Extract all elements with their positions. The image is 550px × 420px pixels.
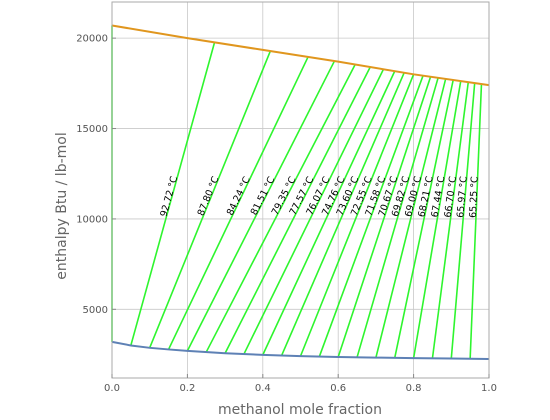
x-tick-label: 0.2	[179, 383, 195, 394]
tie-line-label: 87.80 °C	[196, 175, 222, 218]
tie-line	[224, 66, 371, 354]
tie-line	[337, 76, 432, 358]
tie-line	[148, 50, 272, 349]
tie-line	[167, 56, 309, 350]
x-tick-label: 1.0	[481, 383, 497, 394]
tie-line	[243, 68, 385, 355]
tie-line	[393, 79, 454, 359]
tie-line	[412, 80, 462, 359]
tie-line-labels: 92.72 °C 87.80 °C 84.24 °C81.51 °C79.35 °C…	[159, 175, 481, 219]
x-tick-label: 0.6	[330, 383, 346, 394]
tie-line	[130, 42, 216, 346]
y-axis-ticks: 5000 10000 15000 20000	[76, 34, 116, 316]
x-axis-title: methanol mole fraction	[218, 402, 382, 418]
tie-line	[205, 64, 356, 353]
tie-line-label: 66.70 °C	[443, 175, 459, 218]
y-tick-label: 5000	[83, 305, 108, 316]
tie-line	[469, 84, 483, 359]
tie-line	[299, 74, 415, 357]
y-axis-title: enthalpy Btu / lb-mol	[54, 132, 70, 279]
y-tick-label: 15000	[76, 124, 108, 135]
plot-frame	[111, 1, 490, 379]
x-tick-label: 0.8	[406, 383, 422, 394]
tie-line	[186, 60, 336, 352]
x-tick-label: 0.0	[104, 383, 120, 394]
tie-lines	[111, 25, 483, 359]
vapor-curve	[111, 24, 490, 87]
x-tick-label: 0.4	[255, 383, 271, 394]
tie-line-label: 92.72 °C	[159, 175, 181, 218]
x-axis-ticks: 0.0 0.2 0.4 0.6 0.8 1.0	[104, 374, 497, 394]
tie-line	[356, 77, 439, 358]
curves	[111, 24, 490, 361]
tie-line	[431, 82, 470, 359]
tie-line	[280, 72, 405, 356]
y-tick-label: 20000	[76, 34, 108, 45]
tie-line	[375, 78, 447, 358]
tie-line-label: 65.25 °C	[468, 176, 481, 218]
tie-line	[262, 70, 396, 356]
tie-line	[450, 83, 476, 359]
y-tick-label: 10000	[76, 214, 108, 225]
liquid-curve	[111, 340, 490, 361]
tie-line-label: 65.97 °C	[455, 175, 470, 218]
tie-line	[318, 75, 424, 357]
